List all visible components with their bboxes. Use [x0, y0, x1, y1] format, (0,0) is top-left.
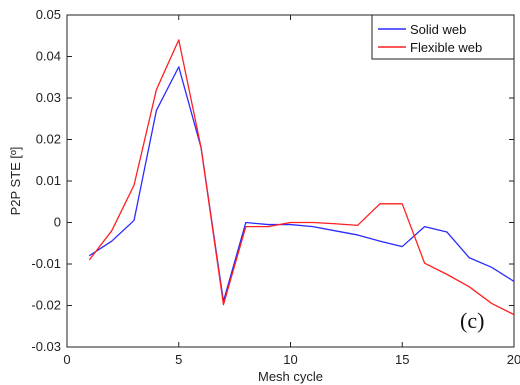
y-tick-label: 0	[54, 215, 61, 230]
y-tick-label: 0.01	[36, 173, 61, 188]
x-tick-label: 15	[395, 352, 409, 367]
legend-box	[371, 14, 515, 60]
y-tick-label: -0.01	[31, 256, 61, 271]
legend-label-solid-web: Solid web	[410, 22, 466, 37]
plot-area	[66, 14, 515, 348]
y-tick-label: 0.05	[36, 7, 61, 22]
y-tick-label: 0.02	[36, 132, 61, 147]
panel-annotation: (c)	[460, 308, 484, 333]
y-axis-label: P2P STE [º]	[8, 147, 23, 216]
y-tick-label: -0.03	[31, 339, 61, 354]
legend-label-flexible-web: Flexible web	[410, 40, 482, 55]
y-tick-label: 0.03	[36, 90, 61, 105]
y-tick-label: 0.04	[36, 49, 61, 64]
series-line-solid-web	[88, 66, 515, 303]
y-tick-label: -0.02	[31, 298, 61, 313]
x-tick-label: 10	[283, 352, 297, 367]
axis-ticks: 0 5 10 15 20 -0.03 -0.02 -0.01 0 0.01 0.02 0.03 0.04…	[31, 7, 520, 367]
x-tick-label: 20	[507, 352, 520, 367]
x-tick-label: 0	[63, 352, 70, 367]
legend: Solid web Flexible web	[371, 14, 515, 60]
x-axis-label: Mesh cycle	[258, 369, 323, 384]
x-tick-label: 5	[175, 352, 182, 367]
series-lines	[88, 39, 515, 316]
series-line-flexible-web	[88, 39, 515, 316]
